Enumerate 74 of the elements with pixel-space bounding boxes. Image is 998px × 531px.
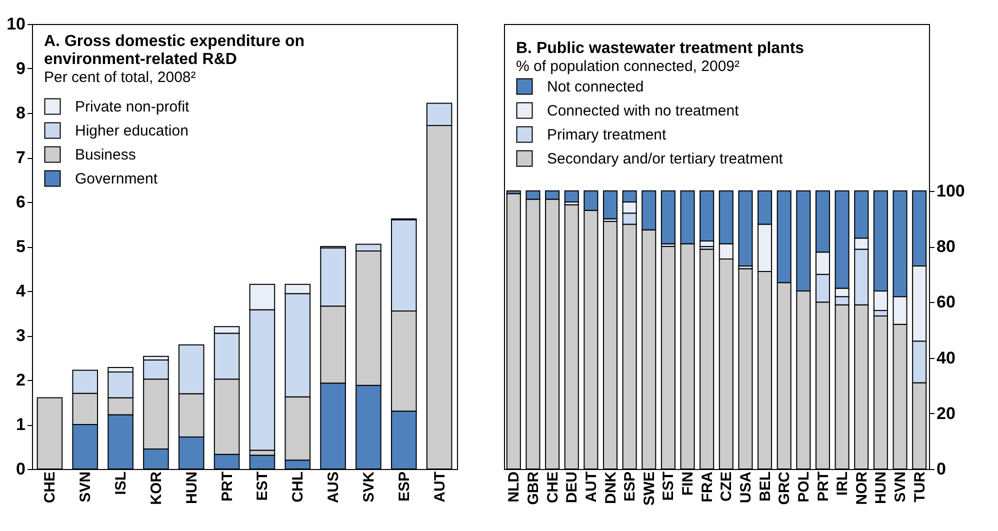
bar xyxy=(36,397,63,470)
legend-label: Government xyxy=(75,170,158,188)
x-tick-label: AUS xyxy=(325,472,342,504)
bar xyxy=(660,190,676,244)
legend-label: Private non-profit xyxy=(75,98,190,116)
legend-label: Connected with no treatment xyxy=(547,102,740,120)
bar xyxy=(602,220,618,470)
x-tick-label: CHE xyxy=(544,472,562,504)
x-tick-label: FIN xyxy=(680,472,697,496)
x-tick-label: PRT xyxy=(814,472,832,502)
legend-label: Not connected xyxy=(547,78,644,96)
x-tick-label: ESP xyxy=(396,472,413,502)
x-tick-label: AUT xyxy=(431,472,448,502)
x-tick-label: ESP xyxy=(622,472,639,502)
legend-label: Primary treatment xyxy=(547,126,668,144)
y-tick-label: 2 xyxy=(16,370,26,390)
x-tick-label: TUR xyxy=(911,471,928,502)
bar xyxy=(738,190,753,266)
y-tick-label: 6 xyxy=(16,192,26,212)
bar xyxy=(564,204,579,470)
text: B. Public wastewater treatment plants xyxy=(516,40,804,57)
x-tick-label: GBR xyxy=(524,471,542,505)
x-tick-label: AUT xyxy=(582,472,600,502)
legend-label: Secondary and/or tertiary treatment xyxy=(547,150,784,168)
bar xyxy=(602,190,618,220)
legend-label: Business xyxy=(75,146,136,164)
y-tick-label: 8 xyxy=(16,104,26,122)
x-tick-label: USA xyxy=(737,471,754,504)
x-tick-label: DNK xyxy=(602,471,620,504)
y-tick-label: 4 xyxy=(16,282,26,300)
y-tick-label: 0 xyxy=(936,460,946,478)
x-tick-label: CZE xyxy=(718,472,736,502)
x-tick-label: HUN xyxy=(183,472,200,504)
x-tick-label: IRL xyxy=(834,472,852,496)
y-tick-label: 60 xyxy=(936,292,956,312)
x-tick-label: POL xyxy=(795,472,812,502)
x-tick-label: CHE xyxy=(42,472,59,504)
x-tick-label: EST xyxy=(254,472,272,501)
y-tick-label: 3 xyxy=(16,326,26,345)
bar xyxy=(700,248,714,470)
x-tick-label: SVK xyxy=(360,471,378,502)
y-tick-label: 100 xyxy=(936,181,965,200)
x-tick-label: NOR xyxy=(853,471,870,505)
y-tick-label: 9 xyxy=(16,59,26,78)
x-tick-label: DEU xyxy=(564,472,581,504)
y-tick-label: 40 xyxy=(936,348,956,368)
y-tick-label: 10 xyxy=(6,14,26,34)
x-tick-label: PRT xyxy=(218,472,236,502)
x-tick-label: NLD xyxy=(506,471,523,502)
text: % of population connected, 2009² xyxy=(516,58,740,75)
y-tick-label: 20 xyxy=(936,404,956,423)
x-tick-label: FRA xyxy=(698,471,716,502)
x-tick-label: HUN xyxy=(872,472,890,504)
y-tick-label: 7 xyxy=(16,148,26,167)
x-tick-label: SVN xyxy=(77,472,94,502)
x-tick-label: SVN xyxy=(892,472,910,502)
x-tick-label: CHL xyxy=(290,472,307,502)
bar xyxy=(738,268,753,470)
text: Per cent of total, 2008² xyxy=(44,69,196,86)
bar xyxy=(564,190,579,202)
y-tick-label: 0 xyxy=(16,460,26,478)
x-tick-label: KOR xyxy=(148,471,165,505)
y-tick-label: 80 xyxy=(936,237,956,256)
x-tick-label: GRC xyxy=(776,471,794,505)
bar xyxy=(249,454,276,470)
x-tick-label: SWE xyxy=(640,472,658,506)
x-tick-label: BEL xyxy=(756,472,774,502)
legend-label: Higher education xyxy=(75,122,188,140)
y-tick-label: 1 xyxy=(16,415,26,434)
x-tick-label: EST xyxy=(660,472,678,501)
bar xyxy=(660,246,676,470)
text: A. Gross domestic expenditure on environment-related R&D xyxy=(44,33,304,68)
x-tick-label: ISL xyxy=(112,472,130,495)
y-tick-label: 5 xyxy=(16,237,26,256)
